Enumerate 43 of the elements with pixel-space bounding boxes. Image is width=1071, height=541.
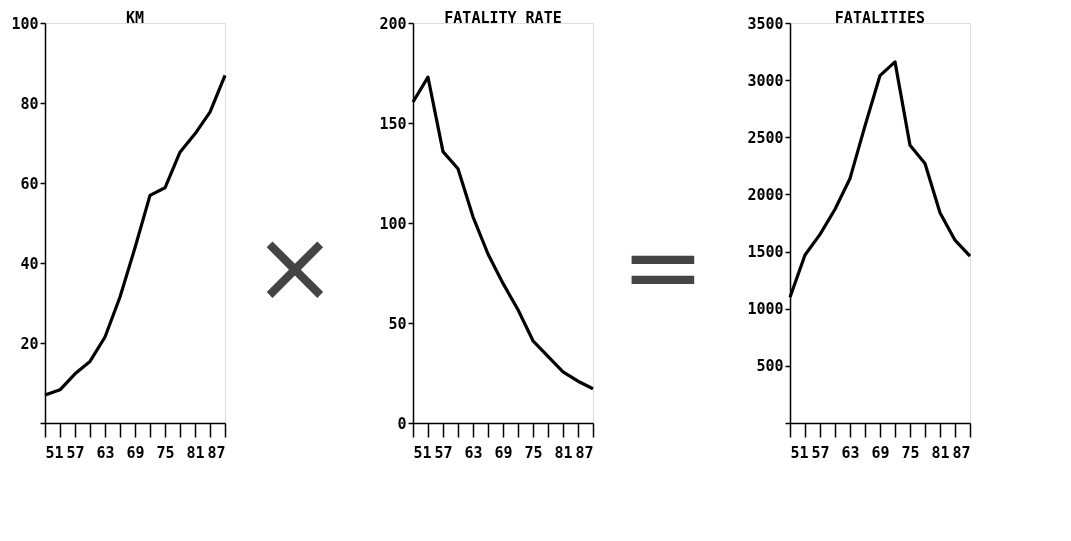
x-tick-label: 75 (524, 443, 543, 462)
chart-title: FATALITIES (834, 9, 926, 27)
x-tick-label: 51 (413, 443, 432, 462)
x-tick-label: 69 (126, 443, 145, 462)
y-tick-label: 100 (379, 214, 407, 233)
y-tick-label: 20 (20, 334, 39, 353)
y-tick-label: 500 (756, 357, 784, 376)
x-tick-label: 87 (575, 443, 594, 462)
text: × (253, 208, 337, 325)
chart-title: KM (125, 9, 145, 27)
x-tick-label: 69 (871, 443, 890, 462)
y-tick-label: 2500 (747, 128, 784, 147)
y-tick-label: 200 (379, 14, 407, 33)
y-tick-label: 150 (379, 114, 407, 133)
y-tick-label: 80 (20, 94, 39, 113)
x-tick-label: 87 (952, 443, 971, 462)
y-tick-label: 100 (11, 14, 39, 33)
y-tick-label: 0 (397, 414, 407, 433)
x-tick-label: 63 (96, 443, 115, 462)
x-tick-label: 81 (554, 443, 573, 462)
x-tick-label: 87 (207, 443, 226, 462)
chart-title: FATALITY RATE (444, 9, 562, 27)
y-tick-label: 40 (20, 254, 39, 273)
x-tick-label: 81 (931, 443, 950, 462)
x-tick-label: 75 (901, 443, 920, 462)
x-tick-label: 81 (186, 443, 205, 462)
x-tick-label: 57 (811, 443, 830, 462)
text: = (621, 208, 705, 325)
y-tick-label: 1000 (747, 300, 784, 319)
y-tick-label: 3500 (747, 14, 784, 33)
x-tick-label: 75 (156, 443, 175, 462)
y-tick-label: 50 (388, 314, 407, 333)
x-tick-label: 57 (66, 443, 85, 462)
x-tick-label: 63 (841, 443, 860, 462)
y-tick-label: 1500 (747, 243, 784, 262)
x-tick-label: 51 (45, 443, 64, 462)
x-tick-label: 69 (494, 443, 513, 462)
x-tick-label: 57 (434, 443, 453, 462)
x-tick-label: 63 (464, 443, 483, 462)
y-tick-label: 2000 (747, 185, 784, 204)
y-tick-label: 60 (20, 174, 39, 193)
y-tick-label: 3000 (747, 71, 784, 90)
x-tick-label: 51 (790, 443, 809, 462)
